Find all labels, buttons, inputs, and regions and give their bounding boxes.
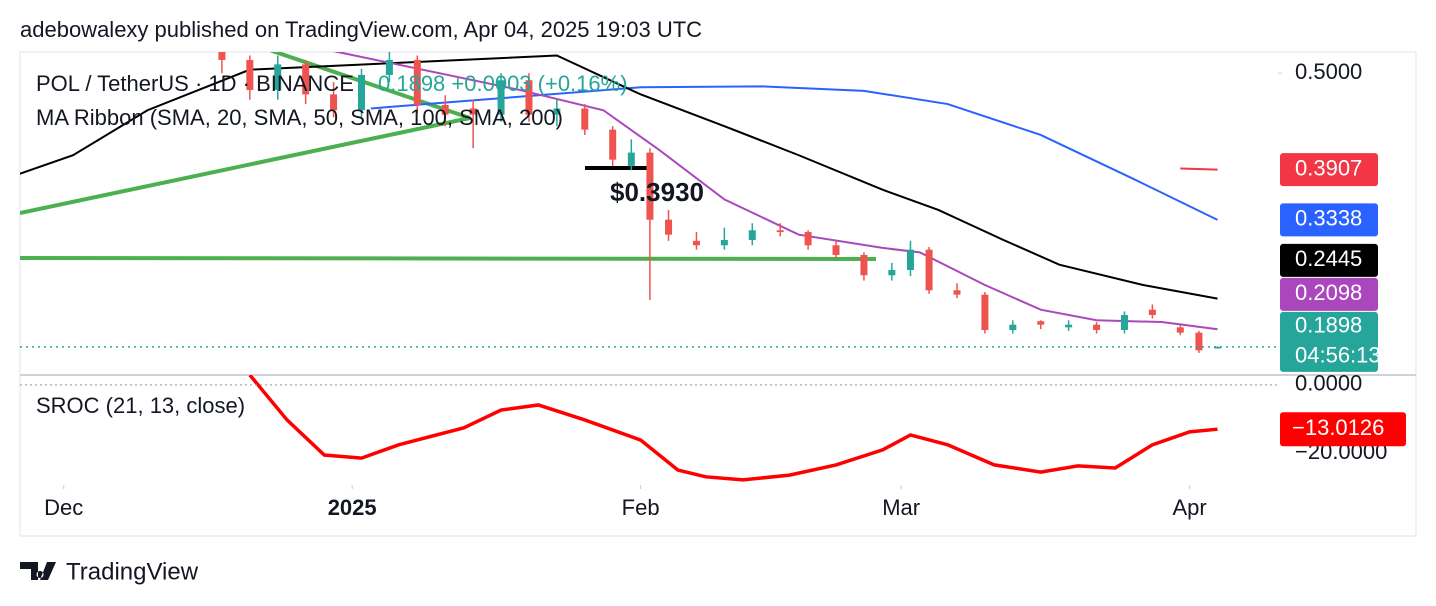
price-label-text: 0.1898 — [1295, 313, 1362, 338]
candle-body — [925, 249, 933, 291]
candle-body — [1214, 346, 1222, 349]
candle-body — [525, 80, 533, 115]
brand: TradingView — [66, 558, 199, 585]
annotation: $0.3930 — [610, 177, 704, 207]
candle-body — [627, 152, 635, 166]
price-label: 0.3907 — [1280, 153, 1378, 187]
candle-body — [357, 74, 365, 111]
candle-body — [581, 108, 589, 130]
candle-body — [665, 219, 673, 235]
ma-line — [1180, 167, 1218, 171]
candle-body — [1195, 332, 1203, 351]
x-tick-label: Mar — [882, 495, 920, 520]
candle-body — [469, 108, 477, 115]
candle-body — [302, 64, 310, 95]
trend-line — [20, 116, 471, 215]
price-label-box — [1280, 243, 1378, 277]
candle-body — [218, 52, 226, 60]
candle-body — [888, 269, 896, 276]
price-label-text: −13.0126 — [1292, 415, 1384, 440]
x-tick-label: Apr — [1172, 495, 1206, 520]
candle-body — [953, 290, 961, 295]
candle-body — [553, 108, 561, 115]
drawings — [20, 52, 877, 261]
ma-line — [20, 54, 1218, 300]
price-label: −13.0126 — [1280, 412, 1406, 447]
sroc-line — [248, 375, 1218, 482]
candle-body — [1176, 327, 1184, 333]
support-line — [20, 256, 877, 261]
symbol: POL / TetherUS · 1D · BINANCE — [36, 71, 354, 96]
price-pane — [20, 52, 1222, 353]
candle-body — [413, 59, 421, 105]
candle-body — [330, 94, 338, 111]
publisher: adebowalexy published on TradingView.com… — [20, 17, 702, 42]
x-tick-label: 2025 — [328, 495, 377, 520]
candle-body — [804, 232, 812, 246]
x-tick-label: Feb — [622, 495, 660, 520]
price-label: 0.1898 04:56:13 — [1280, 311, 1381, 372]
candle-body — [692, 240, 700, 246]
candle-body — [497, 80, 505, 115]
candle-body — [385, 59, 393, 75]
sroc-pane — [248, 375, 1218, 482]
candle-body — [776, 230, 784, 233]
indicator-label: MA Ribbon (SMA, 20, SMA, 50, SMA, 100, S… — [36, 105, 563, 130]
quote: 0.1898 +0.0003 (+0.16%) — [378, 71, 628, 96]
candle-body — [646, 152, 654, 220]
x-tick-label: Dec — [44, 495, 83, 520]
plot — [20, 52, 1278, 482]
price-label-box — [1280, 203, 1378, 237]
brand-logo — [20, 562, 56, 580]
candle-body — [246, 59, 254, 90]
price-label-box — [1280, 153, 1378, 187]
ma-line — [370, 85, 1218, 221]
price-label-box — [1280, 412, 1406, 447]
candle-body — [832, 245, 840, 255]
price-label: 0.3338 — [1280, 203, 1378, 237]
ma-line — [333, 52, 1218, 331]
candle-body — [609, 129, 617, 160]
candle-body — [1065, 324, 1073, 328]
candle-body — [720, 239, 728, 246]
candle-body — [1093, 324, 1101, 330]
price-label: 0.2445 — [1280, 243, 1378, 277]
price-label: 0.2098 — [1280, 277, 1378, 311]
candle-body — [1120, 314, 1128, 330]
candle-body — [441, 104, 449, 115]
candle-body — [1148, 309, 1156, 315]
y-tick-label: 0.5000 — [1295, 59, 1362, 84]
price-label-box — [1280, 277, 1378, 311]
price-label-text: 0.3338 — [1295, 206, 1362, 231]
countdown: 04:56:13 — [1295, 343, 1381, 368]
price-label-text: 0.3907 — [1295, 155, 1362, 180]
price-label-box — [1280, 311, 1378, 372]
candle-body — [1009, 324, 1017, 330]
candle-body — [906, 249, 914, 270]
y-tick-label: 0.0000 — [1295, 371, 1362, 396]
trend-line — [269, 52, 471, 120]
candle-body — [1037, 321, 1045, 325]
candle-body — [274, 64, 282, 90]
candle-body — [981, 294, 989, 330]
candle-body — [860, 254, 868, 276]
price-label-text: 0.2445 — [1295, 246, 1362, 271]
frame — [19, 51, 1417, 537]
candle-body — [748, 230, 756, 240]
sroc-label: SROC (21, 13, close) — [36, 393, 245, 418]
price-label-text: 0.2098 — [1295, 280, 1362, 305]
